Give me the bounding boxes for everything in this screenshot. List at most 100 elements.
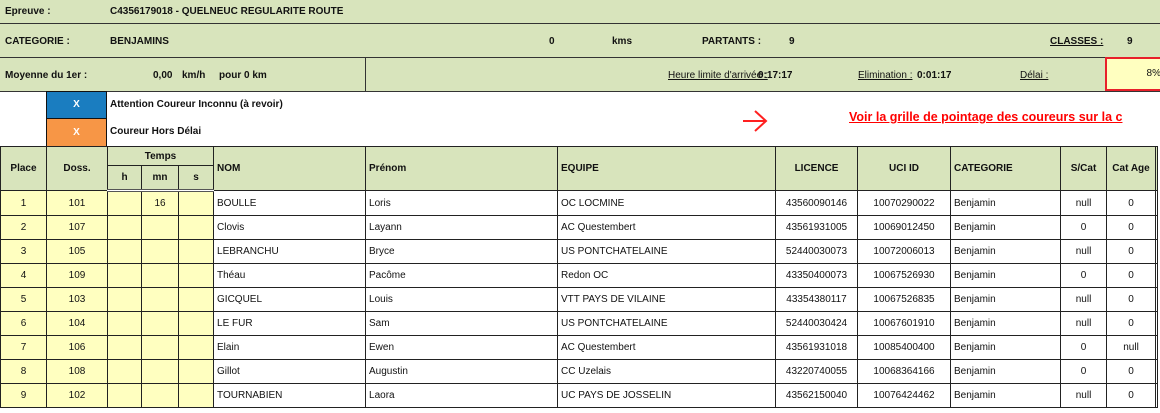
cell-h[interactable] — [107, 239, 142, 264]
table-row[interactable]: 8 108 Gillot Augustin CC Uzelais 43220740055 1… — [0, 359, 1158, 384]
cell-h[interactable] — [107, 311, 142, 336]
cell-nom: GICQUEL — [213, 287, 367, 312]
delai-input[interactable]: 8% — [1105, 57, 1160, 91]
cell-mn[interactable] — [141, 215, 179, 240]
cell-doss[interactable]: 103 — [46, 287, 108, 312]
cell-prenom: Ewen — [365, 335, 559, 360]
col-uci: UCI ID — [857, 146, 952, 191]
cell-s[interactable] — [177, 287, 215, 312]
unknown-rider-label: Attention Coureur Inconnu (à revoir) — [110, 99, 283, 110]
cell-nom: Elain — [213, 335, 367, 360]
pointage-grid-link[interactable]: Voir la grille de pointage des coureurs … — [849, 110, 1123, 124]
col-categorie: CATEGORIE — [950, 146, 1062, 191]
col-s: s — [177, 165, 215, 192]
table-row[interactable]: 4 109 Théau Pacôme Redon OC 43350400073 100675… — [0, 263, 1158, 288]
cell-uci: 10068364166 — [857, 359, 952, 384]
table-row[interactable]: 6 104 LE FUR Sam US PONTCHATELAINE 5244003042… — [0, 311, 1158, 336]
cell-mn[interactable] — [141, 287, 179, 312]
cell-doss[interactable]: 109 — [46, 263, 108, 288]
cell-s[interactable] — [177, 335, 215, 360]
cell-mn[interactable]: 16 — [141, 190, 179, 216]
cell-mn[interactable] — [141, 311, 179, 336]
cell-s[interactable] — [177, 311, 215, 336]
cell-extra — [1155, 359, 1158, 384]
cell-categorie: Benjamin — [950, 239, 1062, 264]
table-row[interactable]: 9 102 TOURNABIEN Laora UC PAYS DE JOSSELIN 43… — [0, 383, 1158, 408]
cell-s[interactable] — [177, 383, 215, 408]
col-doss: Doss. — [46, 146, 108, 191]
cell-place[interactable]: 5 — [0, 287, 47, 312]
cell-place[interactable]: 6 — [0, 311, 47, 336]
partants-value: 9 — [789, 36, 795, 47]
table-row[interactable]: 2 107 Clovis Layann AC Questembert 4356193100… — [0, 215, 1158, 240]
cell-mn[interactable] — [141, 335, 179, 360]
cell-place[interactable]: 8 — [0, 359, 47, 384]
cell-h[interactable] — [107, 383, 142, 408]
cell-mn[interactable] — [141, 359, 179, 384]
table-row[interactable]: 7 106 Elain Ewen AC Questembert 43561931018 10… — [0, 335, 1158, 360]
cell-place[interactable]: 3 — [0, 239, 47, 264]
cell-equipe: VTT PAYS DE VILAINE — [557, 287, 777, 312]
cell-h[interactable] — [107, 190, 142, 216]
cell-categorie: Benjamin — [950, 190, 1062, 216]
cell-equipe: UC PAYS DE JOSSELIN — [557, 383, 777, 408]
cell-categorie: Benjamin — [950, 311, 1062, 336]
col-mn: mn — [141, 165, 179, 192]
cell-doss[interactable]: 102 — [46, 383, 108, 408]
cell-s[interactable] — [177, 215, 215, 240]
cell-scat: null — [1060, 190, 1108, 216]
cell-nom: LEBRANCHU — [213, 239, 367, 264]
cell-uci: 10067526930 — [857, 263, 952, 288]
cell-h[interactable] — [107, 263, 142, 288]
cell-s[interactable] — [177, 239, 215, 264]
cell-prenom: Laora — [365, 383, 559, 408]
cell-licence: 52440030424 — [775, 311, 859, 336]
cell-place[interactable]: 1 — [0, 190, 47, 216]
cell-scat: null — [1060, 239, 1108, 264]
cell-scat: null — [1060, 383, 1108, 408]
cell-h[interactable] — [107, 215, 142, 240]
cell-h[interactable] — [107, 335, 142, 360]
cell-categorie: Benjamin — [950, 287, 1062, 312]
cell-doss[interactable]: 108 — [46, 359, 108, 384]
cell-doss[interactable]: 104 — [46, 311, 108, 336]
cell-place[interactable]: 4 — [0, 263, 47, 288]
heure-limite-value: 0:17:17 — [758, 70, 793, 81]
cell-uci: 10072006013 — [857, 239, 952, 264]
cell-doss[interactable]: 101 — [46, 190, 108, 216]
cell-h[interactable] — [107, 287, 142, 312]
cell-mn[interactable] — [141, 263, 179, 288]
cell-extra — [1155, 215, 1158, 240]
table-row[interactable]: 3 105 LEBRANCHU Bryce US PONTCHATELAINE 52440… — [0, 239, 1158, 264]
cell-catage: 0 — [1106, 215, 1157, 240]
cell-doss[interactable]: 106 — [46, 335, 108, 360]
cell-licence: 43354380117 — [775, 287, 859, 312]
cell-place[interactable]: 9 — [0, 383, 47, 408]
cell-h[interactable] — [107, 359, 142, 384]
heure-limite-label: Heure limite d'arrivée : — [668, 70, 768, 81]
cell-doss[interactable]: 107 — [46, 215, 108, 240]
cell-categorie: Benjamin — [950, 359, 1062, 384]
cell-uci: 10067526835 — [857, 287, 952, 312]
cell-s[interactable] — [177, 359, 215, 384]
cell-equipe: AC Questembert — [557, 215, 777, 240]
cell-catage: 0 — [1106, 359, 1157, 384]
col-prenom: Prénom — [365, 146, 559, 191]
partants-label: PARTANTS : — [702, 36, 762, 47]
cell-extra — [1155, 311, 1158, 336]
pour-label: pour 0 km — [219, 70, 267, 81]
cell-doss[interactable]: 105 — [46, 239, 108, 264]
table-row[interactable]: 5 103 GICQUEL Louis VTT PAYS DE VILAINE 43354… — [0, 287, 1158, 312]
cell-place[interactable]: 7 — [0, 335, 47, 360]
table-row[interactable]: 1 101 16 BOULLE Loris OC LOCMINE 43560090146 10… — [0, 190, 1158, 216]
cell-mn[interactable] — [141, 383, 179, 408]
cell-equipe: US PONTCHATELAINE — [557, 311, 777, 336]
cell-s[interactable] — [177, 190, 215, 216]
cell-mn[interactable] — [141, 239, 179, 264]
cell-place[interactable]: 2 — [0, 215, 47, 240]
epreuve-label: Epreuve : — [5, 6, 51, 17]
categorie-label: CATEGORIE : — [5, 36, 70, 47]
cell-s[interactable] — [177, 263, 215, 288]
cell-licence: 43562150040 — [775, 383, 859, 408]
cell-scat: null — [1060, 287, 1108, 312]
